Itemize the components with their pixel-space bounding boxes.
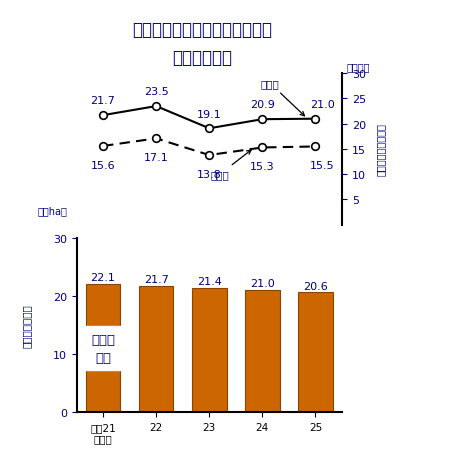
Bar — [245, 290, 279, 412]
Bar — [192, 288, 226, 412]
Bar — [298, 293, 333, 412]
Text: （千ｔ）: （千ｔ） — [346, 62, 370, 72]
Text: （収穫量・出荷量）: （収穫量・出荷量） — [375, 123, 385, 176]
Text: （千ha）: （千ha） — [38, 206, 68, 216]
Text: 20.9: 20.9 — [250, 100, 275, 110]
Text: 23.5: 23.5 — [144, 87, 168, 97]
Text: 21.4: 21.4 — [197, 276, 222, 286]
Text: 21.0: 21.0 — [310, 100, 335, 110]
Text: 結果樹
面積: 結果樹 面積 — [91, 333, 115, 364]
Text: 19.1: 19.1 — [197, 109, 221, 119]
Text: 15.6: 15.6 — [91, 161, 115, 170]
Text: 13.8: 13.8 — [197, 169, 221, 180]
Text: 収穫量: 収穫量 — [261, 79, 305, 117]
Text: 21.7: 21.7 — [90, 96, 116, 106]
Text: 21.7: 21.7 — [144, 275, 169, 285]
Text: 22.1: 22.1 — [90, 272, 116, 282]
Bar — [139, 286, 173, 412]
Text: （結果樹面積）: （結果樹面積） — [22, 303, 32, 347]
Bar — [86, 284, 120, 412]
Text: くりの結果樹面積、収穫量及び: くりの結果樹面積、収穫量及び — [132, 21, 273, 39]
Text: 15.5: 15.5 — [310, 161, 335, 171]
Text: 出荷量の推移: 出荷量の推移 — [172, 49, 233, 67]
Text: 17.1: 17.1 — [144, 153, 168, 163]
Text: 20.6: 20.6 — [303, 281, 328, 291]
Text: 15.3: 15.3 — [250, 162, 274, 172]
Text: 21.0: 21.0 — [250, 279, 274, 288]
Text: 出荷量: 出荷量 — [211, 150, 251, 180]
